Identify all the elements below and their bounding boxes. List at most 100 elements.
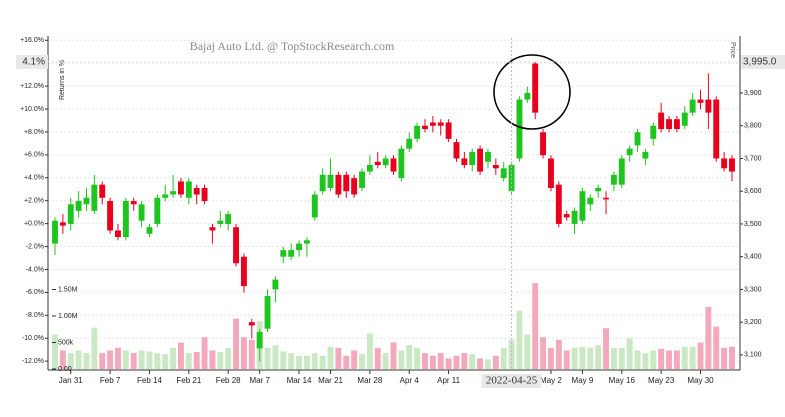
candle-body (52, 220, 58, 244)
candle-body (209, 227, 216, 231)
volume-bar (178, 342, 184, 369)
volume-tick-label: 1.50M (58, 286, 78, 293)
candle-body (99, 184, 106, 198)
candle-body (217, 220, 224, 224)
y2-tick-label: 3,300 (744, 286, 762, 293)
x-tick-label: Mar 28 (357, 376, 382, 385)
candle-body (138, 204, 145, 221)
candle-body (429, 122, 436, 126)
candle-body (579, 191, 586, 221)
volume-bar (59, 350, 66, 369)
volume-bar (705, 306, 712, 369)
volume-bar (374, 347, 381, 369)
candle-body (485, 151, 491, 162)
volume-bar (422, 353, 428, 369)
candle-body (303, 240, 310, 244)
volume-bar (115, 347, 121, 369)
volume-bar (185, 353, 192, 369)
volume-bar (642, 353, 649, 369)
y-tick-label: +4.0% (24, 175, 44, 182)
volume-bar (99, 353, 106, 369)
volume-bar (721, 347, 728, 369)
x-tick-label: Feb 21 (176, 376, 201, 385)
volume-bar (280, 351, 287, 369)
candle-body (713, 99, 720, 159)
candle-body (461, 158, 468, 166)
x-tick-label: Feb 28 (216, 376, 241, 385)
volume-bar (492, 355, 499, 369)
volume-bar (193, 352, 200, 369)
volume-bar (540, 337, 547, 369)
candle-body (414, 125, 421, 139)
candle-body (225, 214, 232, 224)
candle-body (288, 250, 295, 257)
volume-bar (626, 338, 633, 369)
volume-bar (296, 355, 302, 369)
volume-bar (75, 350, 82, 369)
candle-body (75, 201, 82, 211)
candle-body (422, 125, 428, 130)
candle-body (634, 132, 641, 146)
volume-bar (453, 355, 460, 369)
x-tick-label: Apr 11 (437, 376, 461, 385)
crosshair-price-box (741, 54, 785, 69)
volume-bar (713, 326, 720, 369)
candle-body (524, 93, 531, 100)
candle-body (335, 174, 342, 195)
candle-body (477, 148, 484, 172)
volume-bar (272, 345, 279, 369)
y-tick-label: +16.0% (20, 37, 44, 44)
candle-body (264, 295, 271, 329)
candle-body (673, 119, 680, 130)
volume-bar (359, 354, 365, 369)
candle-body (603, 197, 609, 200)
volume-bar (319, 355, 326, 369)
volume-bar (563, 350, 570, 369)
volume-bar (327, 346, 334, 369)
crosshair-return-label: 4.1% (22, 57, 45, 68)
candle-body (130, 201, 137, 205)
volume-bar (351, 350, 358, 369)
candle-body (618, 158, 625, 185)
candle-body (721, 158, 728, 169)
x-tick-label: Mar 21 (318, 376, 343, 385)
y-tick-label: +10.0% (20, 106, 44, 113)
y-tick-label: +2.0% (24, 198, 44, 205)
x-tick-label: Mar 14 (287, 376, 312, 385)
candle-body (154, 197, 161, 224)
volume-bar (673, 350, 680, 369)
volume-tick-label: 1.00M (58, 313, 78, 320)
volume-bar (170, 347, 177, 369)
volume-bar (524, 334, 531, 369)
crosshair-price-label: 3,995.0 (743, 57, 777, 68)
candle-body (343, 174, 350, 192)
volume-bar (547, 347, 554, 369)
volume-bar (264, 347, 271, 369)
volume-bar (91, 327, 98, 369)
volume-bar (146, 351, 153, 369)
candle-body (500, 168, 507, 179)
candle-body (453, 142, 460, 159)
volume-tick-label: 0.00 (58, 366, 72, 373)
volume-bar (666, 350, 672, 369)
volume-bar (366, 333, 373, 369)
volume-bar (107, 350, 114, 369)
candle-body (374, 161, 381, 166)
volume-bar (500, 347, 507, 369)
candle-body (162, 194, 169, 198)
candle-body (705, 99, 712, 113)
volume-bar (382, 353, 389, 369)
candle-body (359, 171, 365, 188)
y-tick-label: -2.0% (26, 243, 44, 250)
volume-bar (579, 346, 586, 369)
candle-body (547, 158, 554, 188)
volume-bar (303, 355, 310, 369)
y2-tick-label: 3,200 (744, 319, 762, 326)
volume-bar (555, 339, 562, 369)
y-tick-label: +6.0% (24, 152, 44, 159)
x-tick-label: Feb 14 (137, 376, 162, 385)
candle-body (666, 119, 672, 130)
candle-body (83, 197, 90, 205)
y2-tick-label: 3,100 (744, 352, 762, 359)
